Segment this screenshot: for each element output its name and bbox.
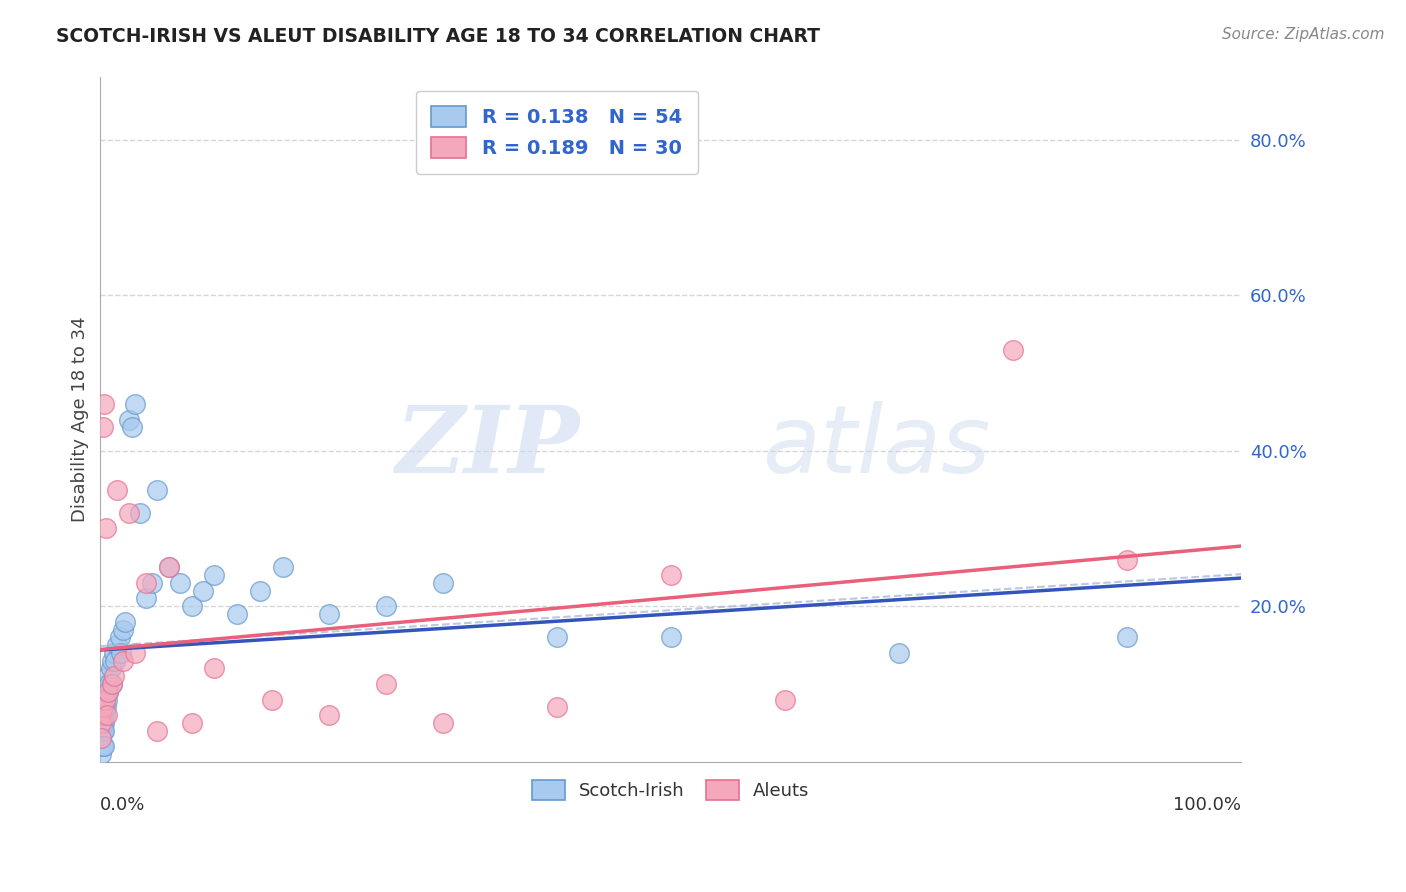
Point [121,420,143,434]
Point [546,631,568,645]
Point [94,692,117,706]
Point [432,715,454,730]
Point [96,677,118,691]
Point [129,506,152,520]
Point [260,692,283,706]
Point [96,708,118,723]
Point [318,607,340,621]
Point [91,420,114,434]
Point [180,715,202,730]
Point [110,646,132,660]
Point [94,692,117,706]
Point [659,568,682,582]
Point [91,739,114,754]
Point [93,739,115,754]
Point [107,483,129,497]
Point [91,723,114,738]
Point [271,560,294,574]
Point [204,661,226,675]
Point [124,397,146,411]
Point [191,583,214,598]
Point [103,669,125,683]
Text: Source: ZipAtlas.com: Source: ZipAtlas.com [1222,27,1385,42]
Point [108,631,131,645]
Text: ZIP: ZIP [395,402,579,492]
Y-axis label: Disability Age 18 to 34: Disability Age 18 to 34 [72,317,89,523]
Point [1116,552,1139,566]
Point [100,677,122,691]
Point [91,700,114,714]
Point [90,723,112,738]
Legend: Scotch-Irish, Aleuts: Scotch-Irish, Aleuts [517,765,824,814]
Point [146,483,169,497]
Text: 100.0%: 100.0% [1174,796,1241,814]
Point [118,412,141,426]
Point [1002,343,1025,357]
Point [112,654,135,668]
Point [94,700,117,714]
Point [90,747,112,761]
Point [90,739,112,754]
Point [104,654,127,668]
Point [97,669,120,683]
Point [135,575,157,590]
Point [103,646,125,660]
Point [90,708,112,723]
Point [94,708,117,723]
Point [546,700,568,714]
Point [100,677,122,691]
Point [93,723,115,738]
Point [157,560,180,574]
Point [118,506,141,520]
Point [97,685,120,699]
Point [169,575,191,590]
Point [204,568,226,582]
Point [93,715,115,730]
Point [124,646,146,660]
Point [90,731,112,746]
Point [374,599,396,614]
Point [90,731,112,746]
Text: 0.0%: 0.0% [100,796,146,814]
Point [91,708,114,723]
Point [93,397,115,411]
Text: SCOTCH-IRISH VS ALEUT DISABILITY AGE 18 TO 34 CORRELATION CHART: SCOTCH-IRISH VS ALEUT DISABILITY AGE 18 … [56,27,820,45]
Point [98,677,121,691]
Point [107,638,129,652]
Text: atlas: atlas [762,401,990,492]
Point [141,575,163,590]
Point [374,677,396,691]
Point [157,560,180,574]
Point [1116,631,1139,645]
Point [90,715,112,730]
Point [93,700,115,714]
Point [180,599,202,614]
Point [135,591,157,606]
Point [94,685,117,699]
Point [226,607,249,621]
Point [249,583,271,598]
Point [96,692,118,706]
Point [432,575,454,590]
Point [91,715,114,730]
Point [100,654,122,668]
Point [318,708,340,723]
Point [146,723,169,738]
Point [887,646,910,660]
Point [90,715,112,730]
Point [773,692,796,706]
Point [114,615,136,629]
Point [97,685,120,699]
Point [112,623,135,637]
Point [659,631,682,645]
Point [94,521,117,535]
Point [100,661,122,675]
